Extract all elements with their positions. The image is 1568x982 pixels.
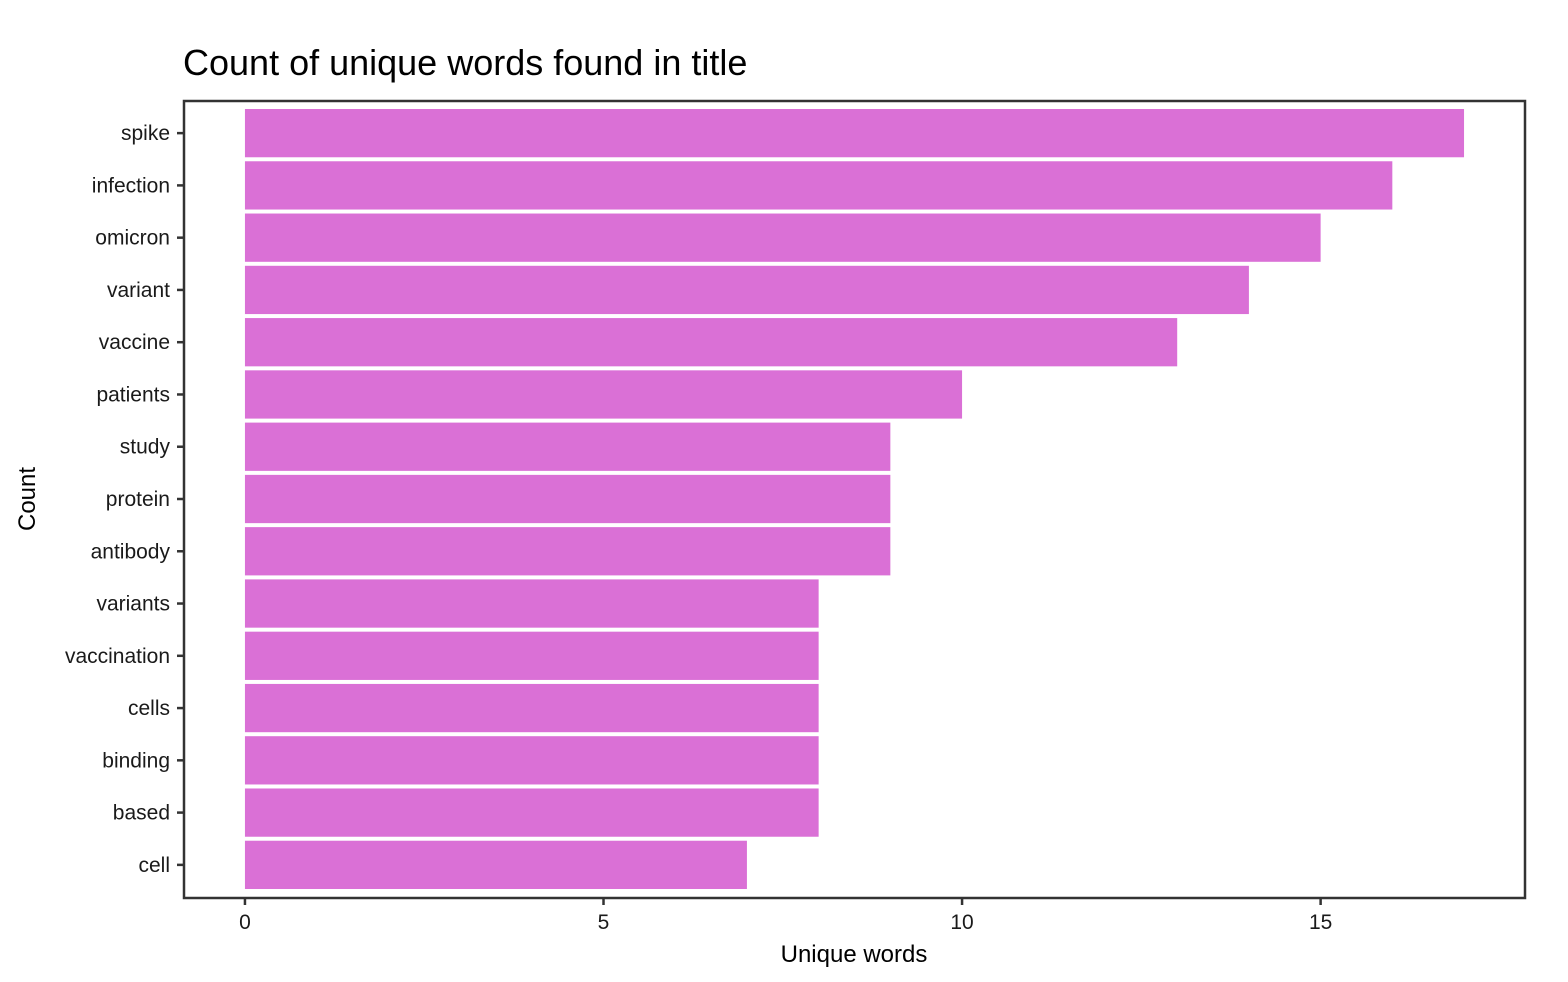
y-tick-label: cells bbox=[128, 697, 170, 720]
y-axis: spike infection omicron variant vaccine patie… bbox=[65, 122, 184, 877]
y-tick-label: patients bbox=[96, 383, 170, 406]
bar-vaccine bbox=[244, 318, 1178, 367]
bars-group bbox=[244, 109, 1465, 889]
x-tick-label: 10 bbox=[950, 911, 973, 934]
bar-variant bbox=[244, 265, 1249, 315]
bar-binding bbox=[244, 736, 819, 785]
y-tick-label: protein bbox=[106, 488, 170, 511]
y-tick-label: antibody bbox=[91, 540, 171, 563]
x-tick-label: 15 bbox=[1309, 911, 1332, 934]
bar-cells bbox=[244, 683, 819, 733]
chart-title: Count of unique words found in title bbox=[183, 42, 747, 83]
bar-based bbox=[244, 788, 819, 837]
y-tick-label: variant bbox=[107, 279, 170, 302]
y-tick-label: variants bbox=[96, 593, 170, 616]
x-tick-label: 0 bbox=[239, 911, 251, 934]
bar-patients bbox=[244, 370, 963, 419]
y-tick-label: vaccine bbox=[99, 331, 170, 354]
bar-protein bbox=[244, 474, 891, 524]
y-tick-label: binding bbox=[102, 749, 170, 772]
y-tick-label: study bbox=[120, 436, 171, 459]
y-tick-label: spike bbox=[121, 122, 170, 145]
bar-study bbox=[244, 422, 891, 471]
y-tick-label: based bbox=[113, 802, 170, 825]
x-tick-label: 5 bbox=[598, 911, 610, 934]
bar-omicron bbox=[244, 213, 1321, 262]
x-axis-title: Unique words bbox=[781, 941, 928, 968]
y-axis-title: Count bbox=[14, 467, 41, 531]
bar-spike bbox=[244, 109, 1465, 158]
y-tick-label: cell bbox=[138, 854, 170, 877]
bar-antibody bbox=[244, 527, 891, 576]
bar-infection bbox=[244, 161, 1393, 210]
x-axis: 0 5 10 15 bbox=[239, 898, 1332, 934]
bar-vaccination bbox=[244, 631, 819, 680]
y-tick-label: infection bbox=[92, 174, 170, 197]
bar-variants bbox=[244, 579, 819, 628]
y-tick-label: vaccination bbox=[65, 645, 170, 668]
y-tick-label: omicron bbox=[95, 227, 170, 250]
bar-cell bbox=[244, 840, 747, 889]
